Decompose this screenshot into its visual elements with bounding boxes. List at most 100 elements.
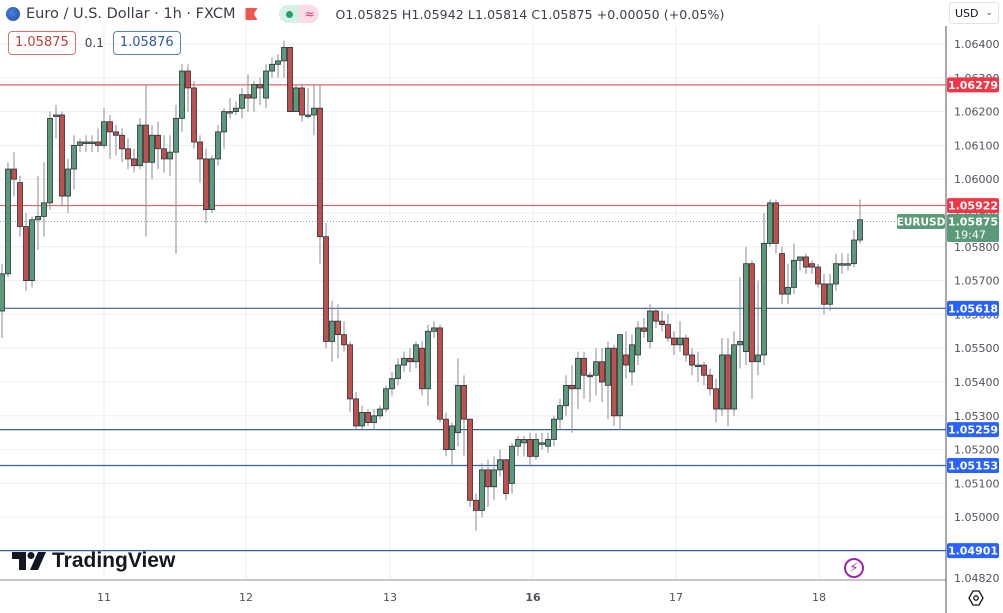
price-tick: 1.04820	[954, 572, 1000, 585]
settings-icon[interactable]	[968, 590, 984, 606]
candle	[827, 283, 833, 305]
candle	[101, 121, 107, 146]
candle	[713, 388, 719, 410]
candle	[659, 320, 665, 325]
candle	[443, 418, 449, 450]
candle	[437, 327, 443, 420]
time-tick: 18	[812, 591, 826, 604]
status-pill[interactable]: ≈	[279, 5, 320, 23]
symbol-title[interactable]: Euro / U.S. Dollar · 1h · FXCM	[26, 6, 236, 22]
candle	[761, 243, 767, 356]
candle	[731, 344, 737, 410]
candle	[695, 364, 701, 368]
price-tick: 1.05500	[954, 342, 1000, 355]
candle	[857, 219, 863, 241]
candle	[221, 111, 227, 133]
change-value: +0.00050 (+0.05%)	[596, 6, 725, 22]
candle	[821, 283, 827, 305]
level-labels: 1.06279 1.05922 1.05618 1.05259 1.05153 1.049…	[897, 77, 999, 559]
candle	[419, 347, 425, 390]
candle	[299, 87, 305, 116]
candle	[347, 344, 353, 400]
candle	[209, 158, 215, 211]
candle	[461, 384, 467, 420]
buy-button[interactable]: 1.05876	[112, 31, 181, 55]
lightning-icon[interactable]: ⚡	[844, 558, 864, 578]
candle	[467, 418, 473, 501]
candle	[131, 158, 137, 167]
tradingview-logo-icon	[12, 552, 46, 570]
candle	[179, 70, 185, 119]
candle	[587, 374, 593, 378]
currency-selector[interactable]: USD ⌄	[949, 2, 999, 24]
candle	[71, 144, 77, 170]
time-tick: 16	[525, 591, 541, 604]
candle	[233, 107, 239, 113]
candle	[65, 168, 71, 197]
high-value: H1.05942	[401, 6, 464, 22]
candle	[533, 439, 539, 457]
candle	[281, 46, 287, 62]
candle	[341, 334, 347, 346]
price-tick: 1.06100	[954, 139, 1000, 152]
candle	[599, 361, 605, 383]
candle	[803, 256, 809, 268]
candle	[5, 168, 11, 275]
candle	[647, 310, 653, 342]
candle	[563, 384, 569, 407]
market-closed-flag-icon[interactable]	[245, 8, 258, 20]
candle	[191, 87, 197, 143]
candle	[17, 182, 23, 227]
candle	[737, 341, 743, 346]
candle	[53, 114, 59, 117]
candle	[11, 168, 17, 180]
close-value: C1.05875	[531, 6, 593, 22]
candle	[35, 215, 41, 221]
price-tick: 1.06400	[954, 38, 1000, 51]
candle	[95, 141, 101, 146]
candle	[329, 320, 335, 342]
candle	[251, 84, 257, 99]
candle	[263, 70, 269, 99]
candle	[815, 266, 821, 285]
candle	[743, 263, 749, 352]
tradingview-logo[interactable]: TradingView	[12, 549, 175, 573]
time-axis[interactable]: 11 12 13 16 17 18	[97, 591, 826, 604]
candle	[719, 354, 725, 410]
candle	[305, 114, 311, 117]
candle	[497, 459, 503, 471]
sell-button[interactable]: 1.05875	[8, 31, 76, 55]
candle	[287, 46, 293, 113]
candle	[23, 226, 29, 282]
symbol-header: Euro / U.S. Dollar · 1h · FXCM ≈ O1.0582…	[6, 4, 725, 24]
candle	[203, 158, 209, 211]
open-value: O1.05825	[335, 6, 398, 22]
candle	[401, 357, 407, 366]
chevron-down-icon: ⌄	[985, 8, 993, 18]
level-price-label: 1.05922	[948, 200, 998, 213]
candle	[359, 412, 365, 427]
candle	[311, 107, 317, 116]
level-price-label: 1.05618	[948, 302, 998, 315]
candle	[167, 151, 173, 160]
level-price-label: 1.06279	[948, 79, 998, 92]
candle	[173, 117, 179, 153]
candle	[791, 259, 797, 288]
candle	[119, 134, 125, 150]
spread-value: 0.1	[84, 36, 104, 50]
candle	[653, 310, 659, 322]
candle	[593, 361, 599, 376]
candle	[413, 344, 419, 363]
currency-flag-icon	[6, 7, 20, 21]
candle	[665, 324, 671, 339]
candle	[509, 445, 515, 484]
candle	[449, 425, 455, 451]
ohlc-values: O1.05825 H1.05942 L1.05814 C1.05875 +0.0…	[335, 7, 724, 22]
candle	[395, 364, 401, 380]
candle	[833, 263, 839, 285]
candle	[371, 415, 377, 423]
candle	[677, 337, 683, 346]
candle	[425, 330, 431, 390]
candle	[77, 141, 83, 146]
